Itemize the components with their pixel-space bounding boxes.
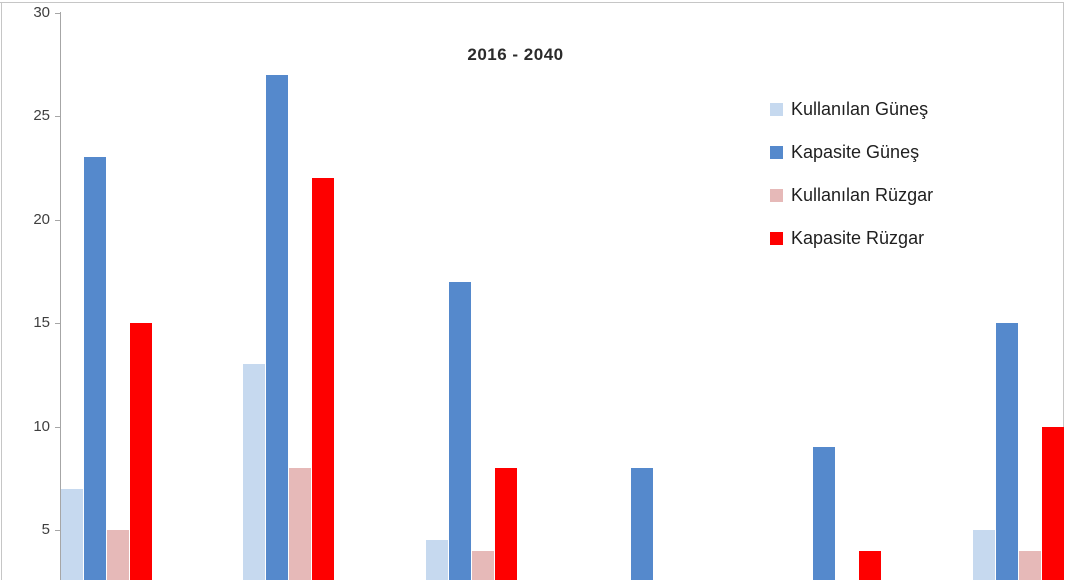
legend-label: Kullanılan Rüzgar — [791, 185, 934, 205]
y-tick-label: 30 — [33, 3, 50, 21]
y-tick-mark — [55, 323, 61, 324]
y-tick-label: 20 — [33, 210, 50, 228]
chart-title: 2016 - 2040 — [467, 45, 564, 64]
bar-kullan-lan-r-zgar-g1 — [107, 530, 129, 580]
chart-border-right — [1063, 2, 1064, 580]
legend-item: Kapasite Rüzgar — [770, 217, 933, 260]
legend-item: Kapasite Güneş — [770, 131, 933, 174]
legend-label: Kullanılan Güneş — [791, 99, 929, 119]
bar-kapasite-g-ne--g5 — [813, 447, 836, 580]
y-tick-label: 10 — [33, 417, 50, 435]
bar-kapasite-r-zgar-g6 — [1041, 426, 1064, 580]
y-tick-mark — [55, 116, 61, 117]
bar-kapasite-g-ne--g3 — [448, 281, 471, 580]
legend-label: Kapasite Güneş — [791, 142, 920, 162]
bar-kapasite-g-ne--g4 — [630, 467, 653, 580]
legend-swatch-icon — [770, 103, 783, 116]
y-tick-label: 5 — [41, 521, 50, 538]
bar-kullan-lan-g-ne--g2 — [243, 364, 266, 580]
bar-kapasite-g-ne--g2 — [266, 74, 289, 580]
y-tick-mark — [55, 12, 61, 14]
legend-swatch-icon — [770, 189, 783, 202]
bar-kullan-lan-r-zgar-g3 — [471, 550, 494, 580]
chart-border-top — [0, 2, 1064, 3]
y-tick-label: 25 — [33, 107, 50, 124]
y-tick-mark — [55, 426, 61, 428]
bar-kapasite-r-zgar-g5 — [859, 550, 882, 580]
legend-swatch-icon — [770, 146, 783, 159]
y-axis — [60, 12, 61, 580]
legend-swatch-icon — [770, 232, 783, 245]
bar-kullan-lan-g-ne--g1 — [61, 488, 83, 580]
bar-kapasite-g-ne--g1 — [84, 157, 106, 580]
chart-border-left — [1, 2, 2, 580]
y-tick-mark — [55, 530, 61, 531]
bar-kapasite-g-ne--g6 — [995, 323, 1018, 580]
legend-label: Kapasite Rüzgar — [791, 228, 925, 248]
y-tick-label: 15 — [33, 314, 50, 331]
legend: Kullanılan Güneş Kapasite Güneş Kullanılan… — [770, 88, 933, 260]
bar-kapasite-r-zgar-g3 — [494, 467, 517, 580]
bar-kullan-lan-r-zgar-g6 — [1018, 550, 1041, 580]
bar-kullan-lan-r-zgar-g2 — [289, 467, 312, 580]
legend-item: Kullanılan Güneş — [770, 88, 933, 131]
y-tick-mark — [55, 219, 61, 221]
bar-kapasite-r-zgar-g1 — [130, 323, 152, 580]
legend-item: Kullanılan Rüzgar — [770, 174, 933, 217]
bar-kullan-lan-g-ne--g3 — [425, 540, 448, 580]
bar-kullan-lan-g-ne--g6 — [972, 530, 995, 580]
bar-kapasite-r-zgar-g2 — [312, 178, 335, 580]
